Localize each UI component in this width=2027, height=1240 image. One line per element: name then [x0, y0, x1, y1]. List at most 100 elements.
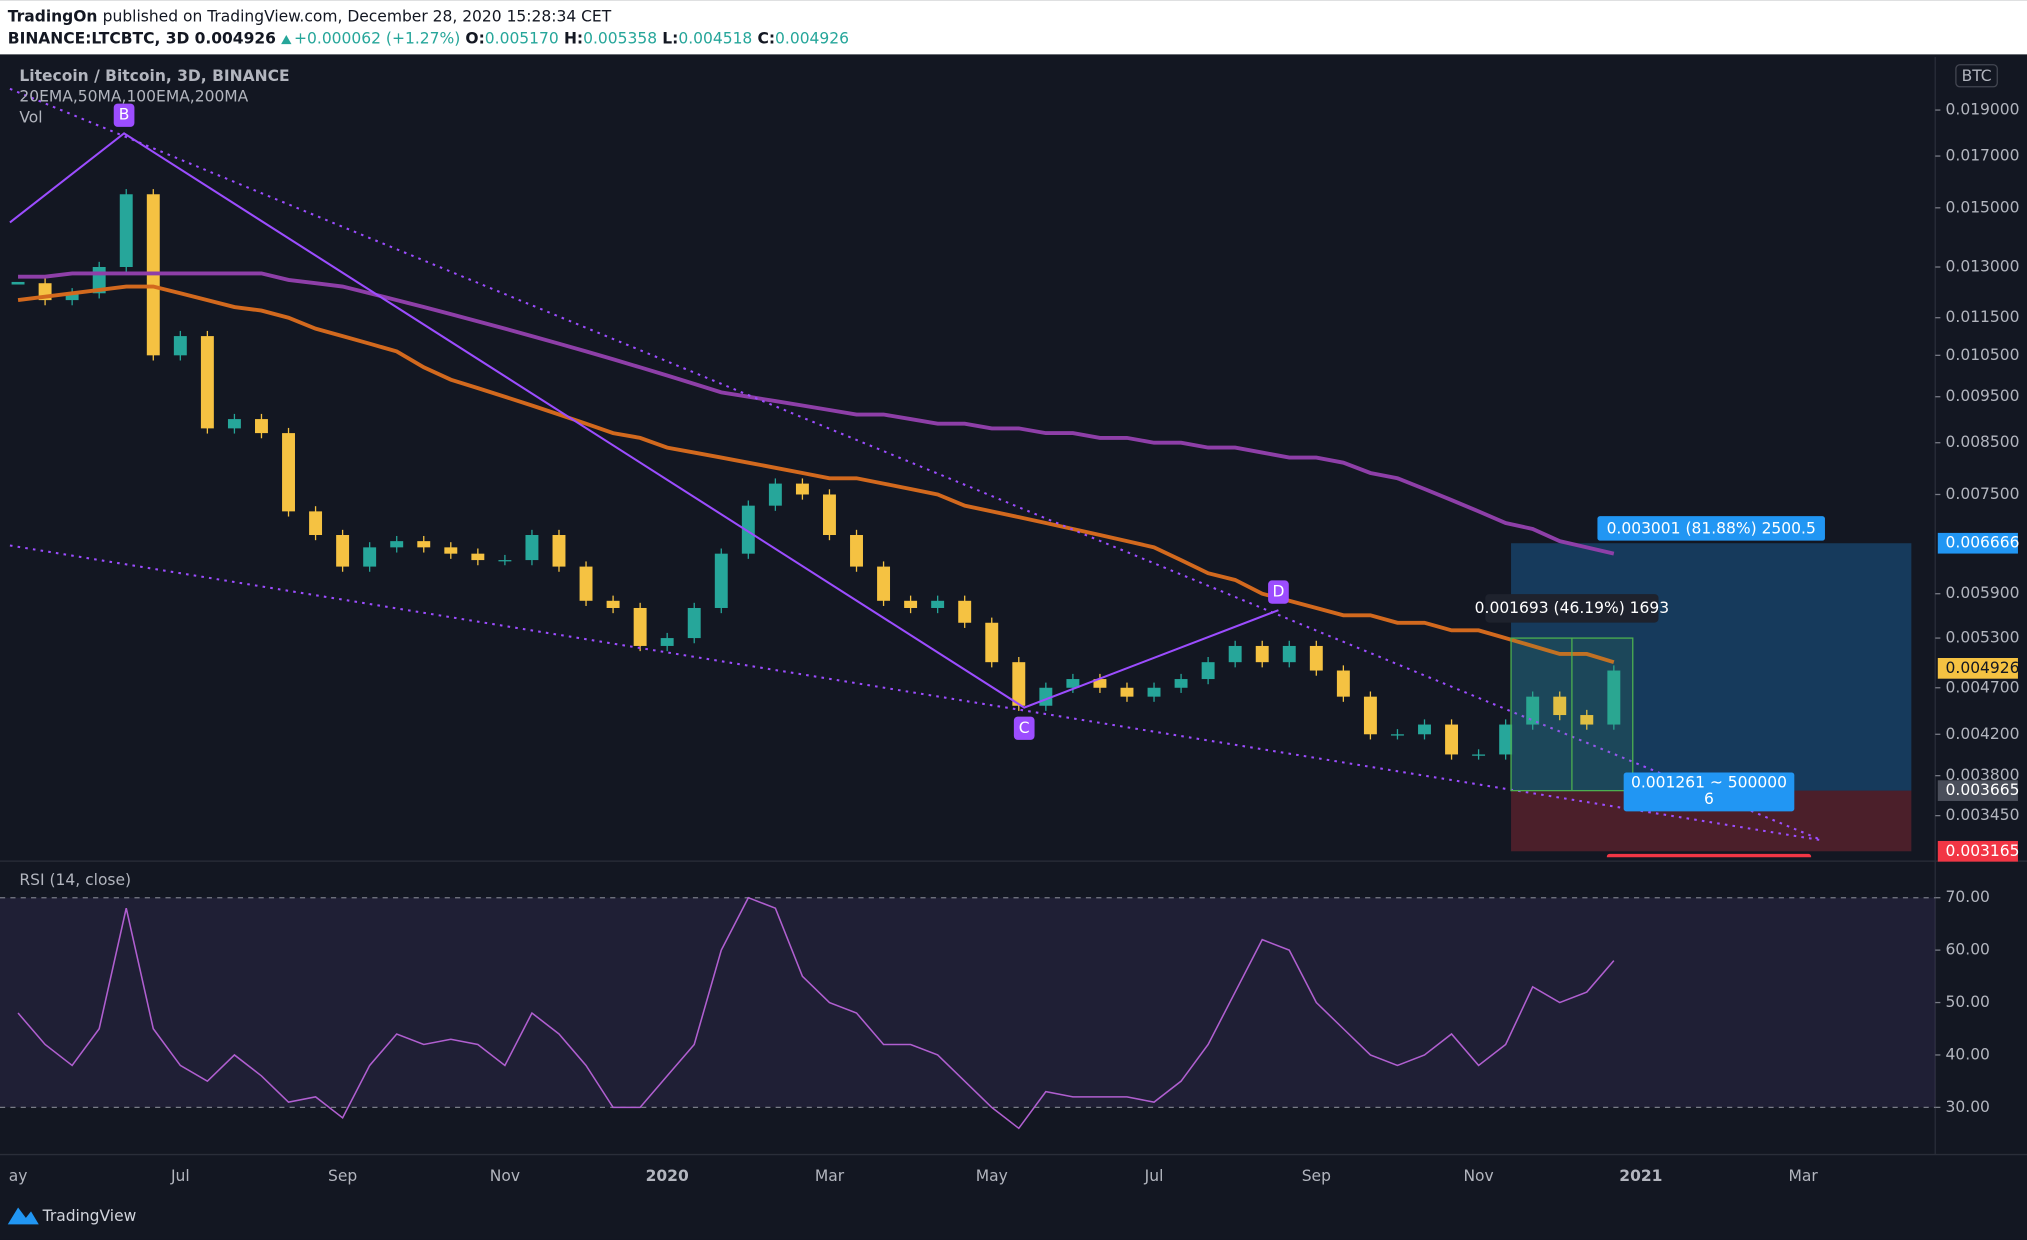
candle: [65, 293, 79, 301]
candle: [633, 607, 647, 646]
price-label: 0.006666: [1946, 534, 2020, 552]
position-target-zone: [1511, 543, 1912, 791]
candle: [1147, 687, 1161, 697]
candle: [1174, 679, 1188, 688]
y-tick-label: 0.010500: [1946, 346, 2020, 364]
candle: [1526, 696, 1540, 725]
header-text: published on TradingView.com, December 2…: [103, 7, 612, 25]
candle: [768, 483, 782, 506]
position-entry-label: 0.001261 ~ 500000: [1631, 773, 1787, 791]
x-tick-label: Mar: [1789, 1167, 1819, 1185]
price-label-box: [1937, 657, 2018, 679]
candle: [309, 511, 323, 536]
currency-box[interactable]: [1955, 64, 1998, 88]
y-tick-label: 0.019000: [1946, 101, 2020, 119]
x-tick-label: Sep: [1302, 1167, 1331, 1185]
rsi-tick-label: 50.00: [1946, 993, 1990, 1011]
candle: [660, 638, 674, 646]
candle: [1066, 679, 1080, 688]
candle: [1093, 679, 1107, 688]
header-text: 0.004518: [678, 29, 752, 47]
position-stop-label-box: [1606, 853, 1812, 858]
trendline: [9, 87, 1823, 842]
chart-background: [0, 54, 2027, 1240]
price-label-box: [1937, 840, 2018, 862]
candle: [850, 535, 863, 567]
candle: [444, 547, 458, 554]
candle: [1255, 645, 1269, 663]
header-text: O:: [465, 29, 484, 47]
header-text: BINANCE:LTCBTC, 3D: [8, 29, 190, 47]
header-text: L:: [662, 29, 678, 47]
candle: [471, 553, 485, 561]
candle: [336, 535, 350, 567]
candle: [958, 600, 972, 623]
price-pane: 0.000500 (13.64%) 750: [9, 87, 1912, 858]
candle: [1553, 696, 1567, 716]
y-tick-label: 0.007500: [1946, 485, 2020, 503]
rsi-line: [17, 896, 1615, 1130]
header-text: 0.004926: [195, 29, 276, 47]
position-entry-label: 6: [1704, 790, 1714, 808]
footer-logo: [7, 1207, 39, 1225]
candle: [795, 483, 809, 495]
candle: [200, 336, 214, 429]
moving-average: [17, 284, 1615, 665]
candle: [1120, 687, 1134, 697]
candle: [119, 194, 133, 268]
candle: [498, 560, 512, 562]
candle: [579, 566, 593, 601]
candle: [714, 553, 728, 608]
y-tick-label: 0.005900: [1946, 584, 2020, 602]
pattern-point-label: D: [1272, 583, 1284, 601]
x-tick-label: ay: [9, 1167, 28, 1185]
indicator-legend: 20EMA,50MA,100EMA,200MA: [19, 88, 248, 106]
candle: [687, 607, 701, 639]
rsi-legend: RSI (14, close): [19, 871, 131, 889]
y-tick-label: 0.004700: [1946, 678, 2020, 696]
x-tick-label: Jul: [1144, 1167, 1164, 1185]
candle: [1201, 662, 1215, 680]
position-target-label: 0.003001 (81.88%) 2500.5: [1607, 520, 1816, 538]
y-tick-label: 0.008500: [1946, 433, 2020, 451]
y-tick-label: 0.003800: [1946, 766, 2020, 784]
overlay: B C D 0.001693 (46.19%) 1693: [113, 103, 1669, 740]
footer-brand: TradingView: [42, 1207, 137, 1225]
candle: [741, 505, 755, 554]
x-tick-label: Sep: [328, 1167, 357, 1185]
x-tick-label: May: [976, 1167, 1008, 1185]
x-tick-label: 2021: [1619, 1167, 1662, 1185]
candle: [282, 433, 295, 512]
candle: [931, 600, 945, 608]
y-tick-label: 0.005300: [1946, 629, 2020, 647]
pattern-point-label: B: [119, 106, 130, 124]
x-tick-label: Jul: [170, 1167, 190, 1185]
measure-label: 0.001693 (46.19%) 1693: [1475, 599, 1669, 617]
candle: [1580, 715, 1594, 725]
candle: [390, 541, 404, 548]
candle: [1363, 696, 1377, 735]
candle: [363, 547, 377, 567]
pattern-line: [9, 132, 1279, 709]
price-label: 0.004926: [1946, 659, 2020, 677]
y-tick-label: 0.011500: [1946, 308, 2020, 326]
candle: [606, 600, 620, 608]
y-tick-label: 0.003450: [1946, 806, 2020, 824]
chart-title: Litecoin / Bitcoin, 3D, BINANCE: [19, 67, 289, 85]
price-label: 0.003165: [1946, 842, 2020, 860]
rsi-tick-label: 40.00: [1946, 1045, 1990, 1063]
candle: [1390, 734, 1404, 736]
y-tick-label: 0.017000: [1946, 147, 2020, 165]
candle: [11, 281, 25, 285]
rsi-tick-label: 60.00: [1946, 941, 1990, 959]
candle: [985, 622, 999, 663]
y-tick-label: 0.009500: [1946, 387, 2020, 405]
candle: [1309, 645, 1323, 671]
candle: [1418, 724, 1431, 735]
header-text: 0.005170: [485, 29, 559, 47]
candle: [1445, 724, 1459, 755]
position-target-label-box: [1597, 516, 1825, 541]
measure-label-box: [1485, 594, 1659, 623]
candle: [1228, 645, 1242, 663]
